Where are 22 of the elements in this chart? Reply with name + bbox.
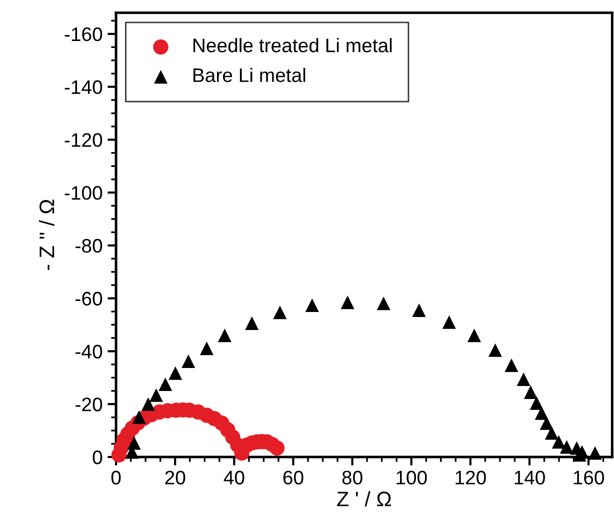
x-tick-label: 0 — [111, 470, 121, 484]
y-tick-label: -80 — [76, 238, 102, 253]
x-axis-title: Z ' / Ω — [337, 491, 391, 506]
legend-label: Bare Li metal — [193, 68, 306, 82]
x-tick-label: 160 — [574, 470, 604, 484]
y-tick-label: -40 — [76, 344, 102, 358]
y-tick-label: -100 — [64, 186, 102, 200]
y-tick-label: -60 — [76, 292, 102, 306]
x-tick-label: 40 — [224, 470, 244, 484]
y-axis-title: - Z '' / Ω — [38, 200, 54, 270]
x-tick-label: 140 — [514, 470, 545, 484]
y-tick-label: -140 — [64, 80, 102, 94]
y-tick-label: -160 — [64, 27, 102, 42]
x-tick-label: 120 — [456, 470, 486, 484]
y-tick-label: -120 — [64, 133, 102, 147]
y-tick-label: 0 — [92, 450, 102, 464]
y-tick-label: -20 — [76, 398, 102, 412]
legend-label: Needle treated Li metal — [193, 38, 392, 52]
x-tick-label: 100 — [396, 470, 427, 484]
x-tick-label: 60 — [283, 470, 304, 484]
x-tick-label: 20 — [165, 470, 186, 484]
x-tick-label: 80 — [342, 470, 362, 484]
